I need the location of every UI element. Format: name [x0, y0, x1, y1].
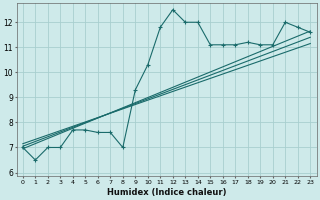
X-axis label: Humidex (Indice chaleur): Humidex (Indice chaleur) [107, 188, 226, 197]
